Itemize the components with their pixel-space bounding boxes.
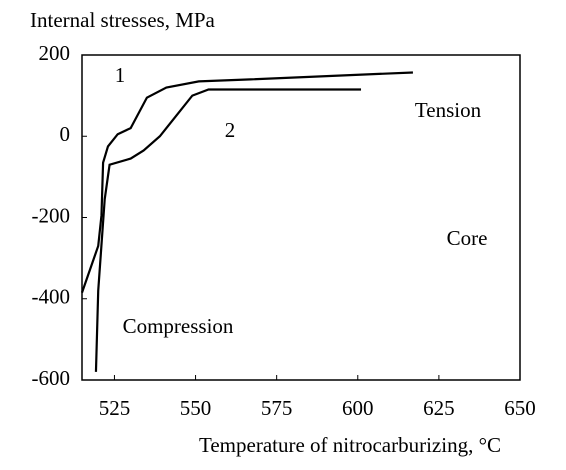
annotation: Core [447,226,488,250]
x-tick-label: 550 [180,396,212,420]
x-tick-label: 525 [99,396,131,420]
y-tick-label: -400 [32,285,71,309]
x-tick-label: 625 [423,396,455,420]
x-tick-label: 575 [261,396,293,420]
y-tick-label: 0 [60,122,71,146]
line-series [94,88,362,372]
line-series [80,71,413,294]
x-axis-label: Temperature of nitrocarburizing, °C [199,433,501,457]
x-tick-label: 650 [504,396,536,420]
series-label: 1 [115,63,126,87]
x-tick-label: 600 [342,396,374,420]
annotation: Compression [123,314,234,338]
y-tick-label: -600 [32,366,71,390]
y-tick-label: 200 [39,41,71,65]
y-tick-label: -200 [32,203,71,227]
chart-title: Internal stresses, MPa [30,8,216,32]
annotation: Tension [415,98,482,122]
series-label: 2 [225,118,236,142]
